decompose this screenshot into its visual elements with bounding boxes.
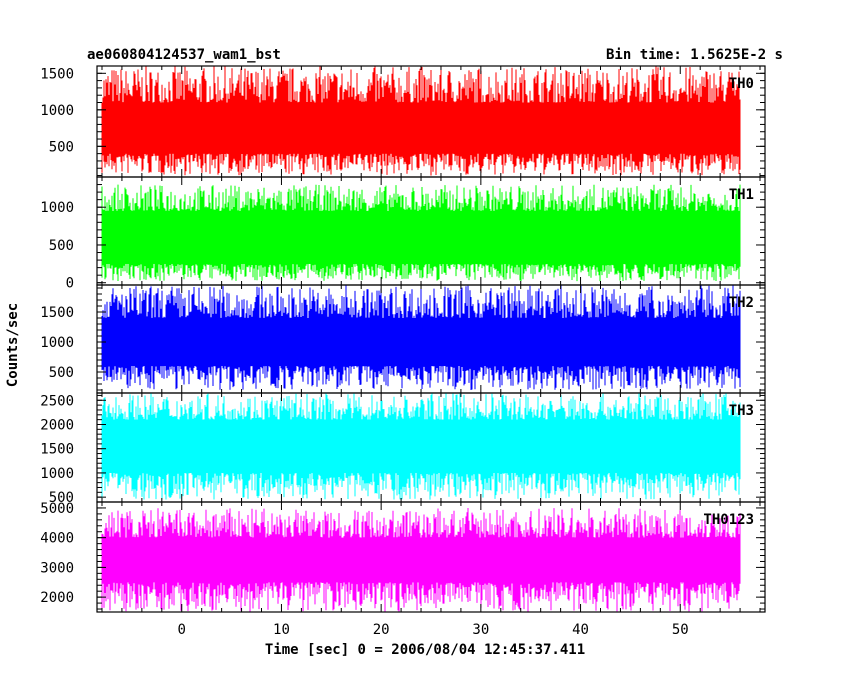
series-trace-th0 [101, 66, 741, 176]
chart-title: ae060804124537_wam1_bst [87, 47, 281, 63]
x-tick-label: 50 [672, 622, 689, 638]
panel-label-th1: TH1 [729, 187, 754, 203]
panel-th1: 0 500 1000 TH1 [40, 176, 766, 292]
y-tick-label: 0 [66, 276, 74, 292]
series-trace-th0123 [101, 508, 741, 612]
y-tick-label: 500 [49, 365, 74, 381]
panel-label-th0123: TH0123 [703, 512, 754, 528]
y-tick-label: 500 [49, 490, 74, 506]
panel-label-th2: TH2 [729, 295, 754, 311]
y-tick-label: 4000 [40, 531, 74, 547]
series-th0123 [101, 508, 741, 612]
series-trace-th3 [101, 393, 741, 500]
y-tick-label: 1000 [40, 466, 74, 482]
y-tick-label: 500 [49, 238, 74, 254]
panel-th0123: 2000 3000 4000 5000 TH0123 [40, 501, 766, 613]
y-tick-label: 1000 [40, 200, 74, 216]
y-axis-label: Counts/sec [5, 303, 21, 387]
series-th3 [101, 393, 741, 500]
y-tick-label: 2500 [40, 393, 74, 409]
y-tick-label: 1500 [40, 305, 74, 321]
y-tick-label: 2000 [40, 590, 74, 606]
series-th0 [101, 66, 741, 176]
x-tick-label: 20 [373, 622, 390, 638]
series-trace-th2 [101, 285, 741, 390]
y-tick-label: 2000 [40, 417, 74, 433]
panel-th0: 500 1000 1500 TH0 [40, 65, 766, 178]
y-tick-label: 1500 [40, 442, 74, 458]
series-trace-th1 [101, 184, 741, 282]
panel-frame [96, 501, 766, 613]
y-tick-label: 1500 [40, 66, 74, 82]
panel-label-th3: TH3 [729, 403, 754, 419]
y-tick-label: 500 [49, 139, 74, 155]
y-tick-label: 3000 [40, 560, 74, 576]
y-tick-label: 5000 [40, 501, 74, 517]
series-th1 [101, 184, 741, 282]
panel-label-th0: TH0 [729, 76, 754, 92]
y-tick-label: 1000 [40, 335, 74, 351]
panels: 50010001500TH005001000TH150010001500TH25… [40, 65, 766, 638]
x-tick-label: 0 [178, 622, 186, 638]
panel-th2: 500 1000 1500 TH2 [40, 284, 766, 394]
x-tick-label: 10 [273, 622, 290, 638]
x-axis-label: Time [sec] 0 = 2006/08/04 12:45:37.411 [265, 642, 585, 658]
series-th2 [101, 285, 741, 390]
panel-th3: 500 1000 1500 2000 2500 TH3 [40, 392, 766, 506]
x-tick-label: 30 [472, 622, 489, 638]
x-tick-label: 40 [572, 622, 589, 638]
bin-time-label: Bin time: 1.5625E-2 s [606, 47, 783, 63]
y-tick-label: 1000 [40, 103, 74, 119]
